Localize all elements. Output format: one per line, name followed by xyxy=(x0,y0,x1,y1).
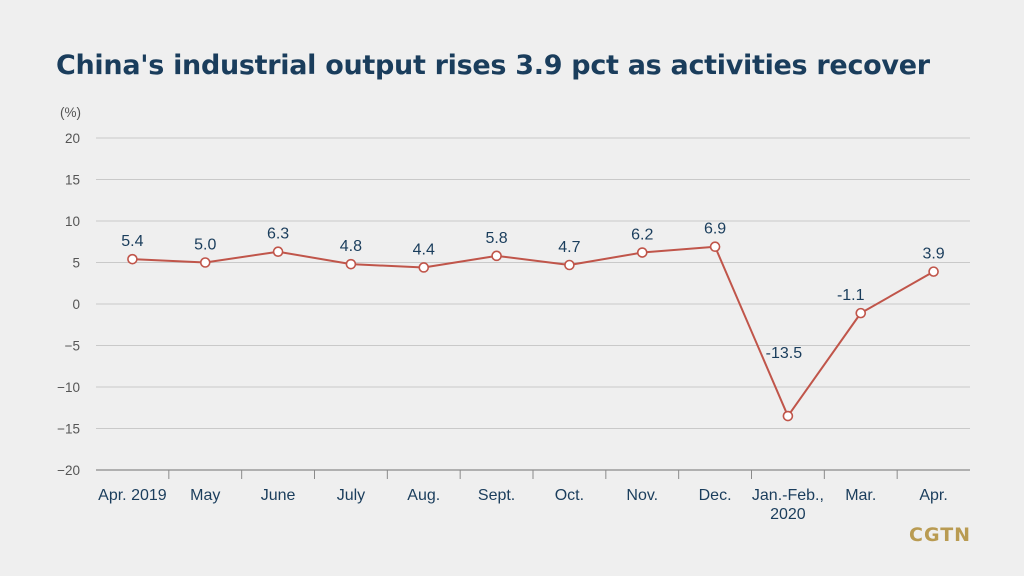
data-label: 4.7 xyxy=(558,239,580,256)
y-tick-label: −10 xyxy=(57,380,80,395)
data-label: 4.4 xyxy=(413,241,435,258)
series-line xyxy=(132,245,935,418)
x-tick-label: Aug. xyxy=(407,487,440,504)
data-point xyxy=(127,253,138,265)
x-axis-ticks: Apr. 2019 May June July Aug. Sept. Oct. Nov. Dec… xyxy=(98,487,948,523)
x-tick-label: Jan.-Feb., 2020 xyxy=(752,487,824,523)
x-tick-label: Dec. xyxy=(699,487,732,504)
y-axis-unit-label: (%) xyxy=(60,105,81,120)
series-line-group xyxy=(127,241,939,422)
y-tick-label: −5 xyxy=(65,339,80,354)
x-tick-label: Apr. xyxy=(919,487,947,504)
y-tick-label: 20 xyxy=(65,131,80,146)
x-tick-label: June xyxy=(261,487,296,504)
y-tick-label: 5 xyxy=(72,256,80,271)
data-labels: 5.4 5.0 6.3 4.8 4.4 5.8 4.7 6.2 6.9 -13.5 -1.1 3.9 xyxy=(121,221,945,362)
x-tick-label: July xyxy=(337,487,365,504)
x-tick-label: May xyxy=(190,487,220,504)
data-label: 5.8 xyxy=(485,230,507,247)
gridlines xyxy=(96,137,970,429)
data-point xyxy=(345,258,357,270)
y-tick-label: 0 xyxy=(72,297,80,312)
x-tick-label: Nov. xyxy=(626,487,658,504)
y-axis-ticks: 20 15 10 5 0 −5 −10 −15 −20 xyxy=(57,131,80,478)
data-label: -13.5 xyxy=(766,345,803,362)
data-point xyxy=(855,307,867,319)
data-point xyxy=(782,410,794,422)
data-point xyxy=(418,262,430,273)
data-point xyxy=(199,257,211,268)
y-tick-label: −15 xyxy=(57,422,80,437)
data-point xyxy=(709,241,721,253)
x-axis xyxy=(96,469,970,479)
data-label: 6.3 xyxy=(267,226,289,243)
data-label: 5.0 xyxy=(194,237,216,254)
x-tick-label: Oct. xyxy=(555,487,584,504)
data-label: 6.9 xyxy=(704,221,726,238)
data-point xyxy=(636,247,648,258)
data-label: 3.9 xyxy=(922,246,944,263)
data-point xyxy=(491,250,502,262)
data-label: 5.4 xyxy=(121,233,143,250)
y-tick-label: 10 xyxy=(65,214,80,229)
data-point xyxy=(564,259,575,271)
data-label: 6.2 xyxy=(631,227,653,244)
x-tick-label: Mar. xyxy=(845,487,876,504)
y-tick-label: 15 xyxy=(65,173,80,188)
x-tick-label: Apr. 2019 xyxy=(98,487,167,504)
chart-title: China's industrial output rises 3.9 pct … xyxy=(56,50,930,81)
y-tick-label: −20 xyxy=(57,463,80,478)
data-point xyxy=(272,246,284,258)
data-label: -1.1 xyxy=(837,287,865,304)
data-point xyxy=(928,266,939,277)
cgtn-logo: CGTN xyxy=(909,524,972,546)
data-label: 4.8 xyxy=(340,238,362,255)
x-tick-label: Sept. xyxy=(478,487,515,504)
